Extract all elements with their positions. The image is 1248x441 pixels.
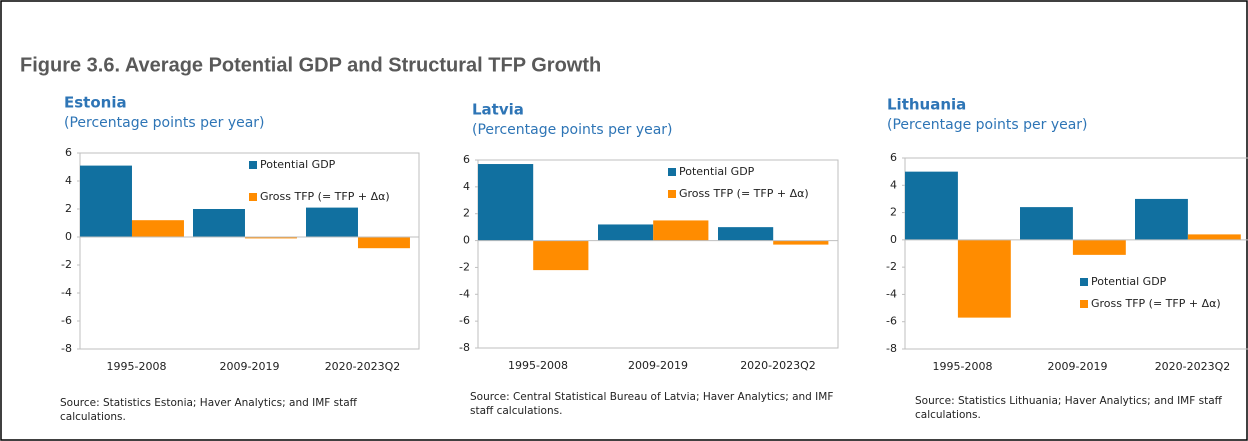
x-tick-label: 2020-2023Q2	[740, 359, 816, 372]
legend-swatch	[668, 168, 676, 176]
legend-label: Gross TFP (= TFP + Δα)	[260, 190, 390, 203]
y-tick-label: -4	[886, 287, 897, 300]
x-tick-label: 2009-2019	[1048, 360, 1108, 373]
bar	[1187, 234, 1241, 240]
y-tick-label: -4	[61, 286, 72, 299]
y-tick-label: 2	[463, 207, 470, 220]
y-tick-label: 0	[463, 234, 470, 247]
bar	[653, 220, 709, 241]
bar	[957, 239, 1011, 318]
y-tick-label: 4	[890, 178, 897, 191]
y-tick-label: -2	[886, 260, 897, 273]
x-tick-label: 2020-2023Q2	[325, 360, 401, 373]
y-tick-label: 6	[890, 151, 897, 164]
y-tick-label: 4	[463, 180, 470, 193]
bar	[131, 220, 184, 237]
y-tick-label: 6	[463, 153, 470, 166]
legend-label: Potential GDP	[1091, 275, 1167, 288]
y-tick-label: 2	[890, 206, 897, 219]
source-note: Source: Central Statistical Bureau of La…	[470, 391, 834, 417]
y-tick-label: -8	[886, 342, 897, 355]
note-box: Source: Statistics Lithuania; Haver Anal…	[915, 395, 1222, 421]
panel-title: Lithuania	[887, 96, 966, 114]
bar	[1072, 239, 1126, 255]
legend-swatch	[249, 161, 257, 169]
bar	[357, 237, 410, 249]
x-tick-label: 2020-2023Q2	[1155, 360, 1231, 373]
y-tick-label: -6	[459, 314, 470, 327]
bar	[478, 164, 534, 241]
bar	[80, 165, 132, 237]
bar	[533, 240, 589, 271]
x-tick-label: 2009-2019	[628, 359, 688, 372]
bar	[1135, 198, 1188, 240]
y-tick-label: -4	[459, 287, 470, 300]
bar	[193, 209, 245, 237]
bar	[244, 237, 297, 239]
x-tick-label: 1995-2008	[107, 360, 167, 373]
bar	[718, 227, 774, 241]
y-tick-label: 0	[65, 230, 72, 243]
legend-swatch	[1080, 300, 1088, 308]
panel-title: Estonia	[64, 94, 127, 112]
y-tick-label: -8	[61, 342, 72, 355]
legend-label: Gross TFP (= TFP + Δα)	[679, 187, 809, 200]
bar	[1020, 207, 1073, 240]
note-box: Source: Central Statistical Bureau of La…	[470, 391, 834, 417]
y-tick-label: -8	[459, 341, 470, 354]
y-tick-label: -2	[459, 260, 470, 273]
legend-swatch	[668, 190, 676, 198]
y-tick-label: -2	[61, 258, 72, 271]
y-tick-label: 4	[65, 174, 72, 187]
legend-label: Potential GDP	[679, 165, 755, 178]
bar	[773, 240, 829, 245]
y-tick-label: -6	[886, 315, 897, 328]
x-tick-label: 1995-2008	[933, 360, 993, 373]
plot-area	[477, 159, 839, 349]
plot-area	[904, 157, 1248, 350]
panel-title: Latvia	[472, 101, 524, 119]
figure-title: Figure 3.6. Average Potential GDP and St…	[20, 54, 601, 76]
bar	[905, 171, 958, 240]
source-note: Source: Statistics Estonia; Haver Analyt…	[60, 397, 357, 423]
x-tick-label: 1995-2008	[508, 359, 568, 372]
y-tick-label: -6	[61, 314, 72, 327]
note-box: Source: Statistics Estonia; Haver Analyt…	[60, 397, 357, 423]
y-tick-label: 6	[65, 146, 72, 159]
panel-subtitle: (Percentage points per year)	[472, 122, 673, 138]
panel-subtitle: (Percentage points per year)	[887, 117, 1088, 133]
bar	[598, 224, 654, 241]
plot-area	[79, 152, 420, 350]
legend-label: Gross TFP (= TFP + Δα)	[1091, 297, 1221, 310]
legend-swatch	[1080, 278, 1088, 286]
panel-subtitle: (Percentage points per year)	[64, 115, 265, 131]
source-note: Source: Statistics Lithuania; Haver Anal…	[915, 395, 1222, 421]
y-tick-label: 0	[890, 233, 897, 246]
y-tick-label: 2	[65, 202, 72, 215]
x-tick-label: 2009-2019	[220, 360, 280, 373]
bar	[306, 207, 358, 237]
legend-label: Potential GDP	[260, 158, 336, 171]
legend-swatch	[249, 193, 257, 201]
